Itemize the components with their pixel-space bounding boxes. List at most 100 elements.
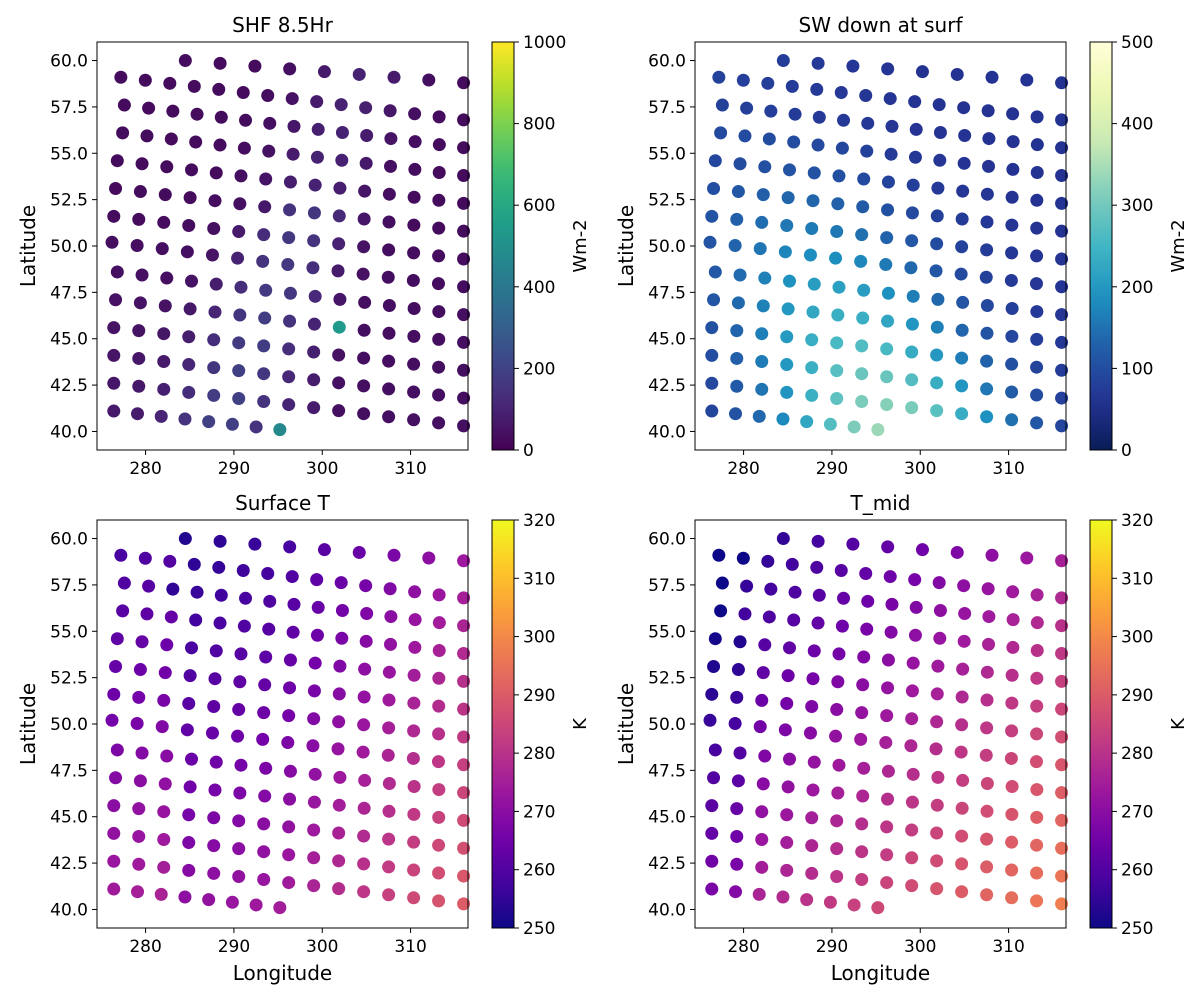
scatter-point [307,795,321,809]
scatter-point [781,780,795,794]
scatter-point [273,423,287,437]
scatter-point [805,811,819,825]
scatter-point [755,382,769,396]
scatter-point [286,625,300,639]
y-tick-label: 45.0 [648,808,686,828]
y-axis-label: Latitude [16,683,40,765]
scatter-point [730,351,744,365]
scatter-point [832,647,846,661]
scatter-point [731,663,745,677]
scatter-point [1030,699,1044,713]
scatter-point [178,890,192,904]
scatter-point [881,540,895,554]
scatter-point [132,324,146,338]
scatter-point [780,385,794,399]
scatter-point [715,576,729,590]
scatter-point [859,89,873,103]
scatter-point [831,308,845,322]
scatter-point [805,866,819,880]
scatter-point [233,197,247,211]
scatter-point [787,613,801,627]
scatter-point [205,248,219,262]
scatter-point [308,289,322,303]
scatter-point [883,92,897,106]
scatter-point [781,302,795,316]
scatter-point [1055,280,1069,294]
scatter-point [955,801,969,815]
scatter-point [708,154,722,168]
scatter-point [256,254,270,268]
scatter-point [333,659,347,673]
scatter-point [160,160,174,174]
y-tick-label: 45.0 [50,808,88,828]
scatter-point [932,576,946,590]
scatter-point [985,548,999,562]
y-tick-label: 55.0 [50,144,88,164]
scatter-point [859,567,873,581]
scatter-point [432,643,446,657]
scatter-point [110,743,124,757]
colorbar-tick-label: 200 [523,359,555,379]
scatter-point [432,138,446,152]
scatter-point [803,726,817,740]
scatter-point [705,404,719,418]
scatter-point [879,258,893,272]
scatter-point [332,209,346,223]
scatter-point [832,169,846,183]
scatter-point [708,265,722,279]
scatter-point [307,823,321,837]
scatter-point [182,330,196,344]
scatter-point [730,324,744,338]
scatter-point [202,893,216,907]
colorbar-tick-label: 100 [1121,359,1153,379]
scatter-point [307,317,321,331]
y-axis-label: Latitude [614,205,638,287]
scatter-point [805,361,819,375]
scatter-point [432,699,446,713]
scatter-point [407,668,421,682]
scatter-point [930,826,944,840]
scatter-point [432,894,446,908]
scatter-point [930,209,944,223]
scatter-point [712,70,726,84]
scatter-point [232,336,246,350]
x-tick-label: 280 [727,937,759,957]
scatter-point [705,882,719,896]
scatter-point [807,166,821,180]
scatter-point [359,101,373,115]
scatter-point [728,238,742,252]
scatter-point [457,363,471,377]
scatter-point [432,249,446,263]
scatter-point [432,866,446,880]
scatter-point [805,222,819,236]
scatter-point [1030,193,1044,207]
scatter-point [931,770,945,784]
scatter-point [457,113,471,127]
scatter-point [755,327,769,341]
scatter-point [130,238,144,252]
scatter-point [431,755,445,769]
scatter-point [733,157,747,171]
scatter-point [457,897,471,911]
scatter-point [1055,758,1069,772]
scatter-point [359,156,373,170]
scatter-point [780,696,794,710]
y-tick-label: 40.0 [648,900,686,920]
scatter-point [780,808,794,822]
scatter-point [187,79,201,93]
scatter-point [830,336,844,350]
scatter-point [1055,619,1069,633]
scatter-point [905,823,919,837]
y-tick-label: 55.0 [648,144,686,164]
scatter-point [1030,810,1044,824]
scatter-point [957,634,971,648]
scatter-point [407,780,421,794]
scatter-point [334,98,348,112]
y-tick-label: 47.5 [50,283,88,303]
scatter-point [1030,416,1044,430]
scatter-point [207,222,221,236]
scatter-point [731,774,745,788]
colorbar-tick-label: 270 [523,802,555,822]
scatter-point [283,286,297,300]
panel-title: Surface T [235,491,331,515]
